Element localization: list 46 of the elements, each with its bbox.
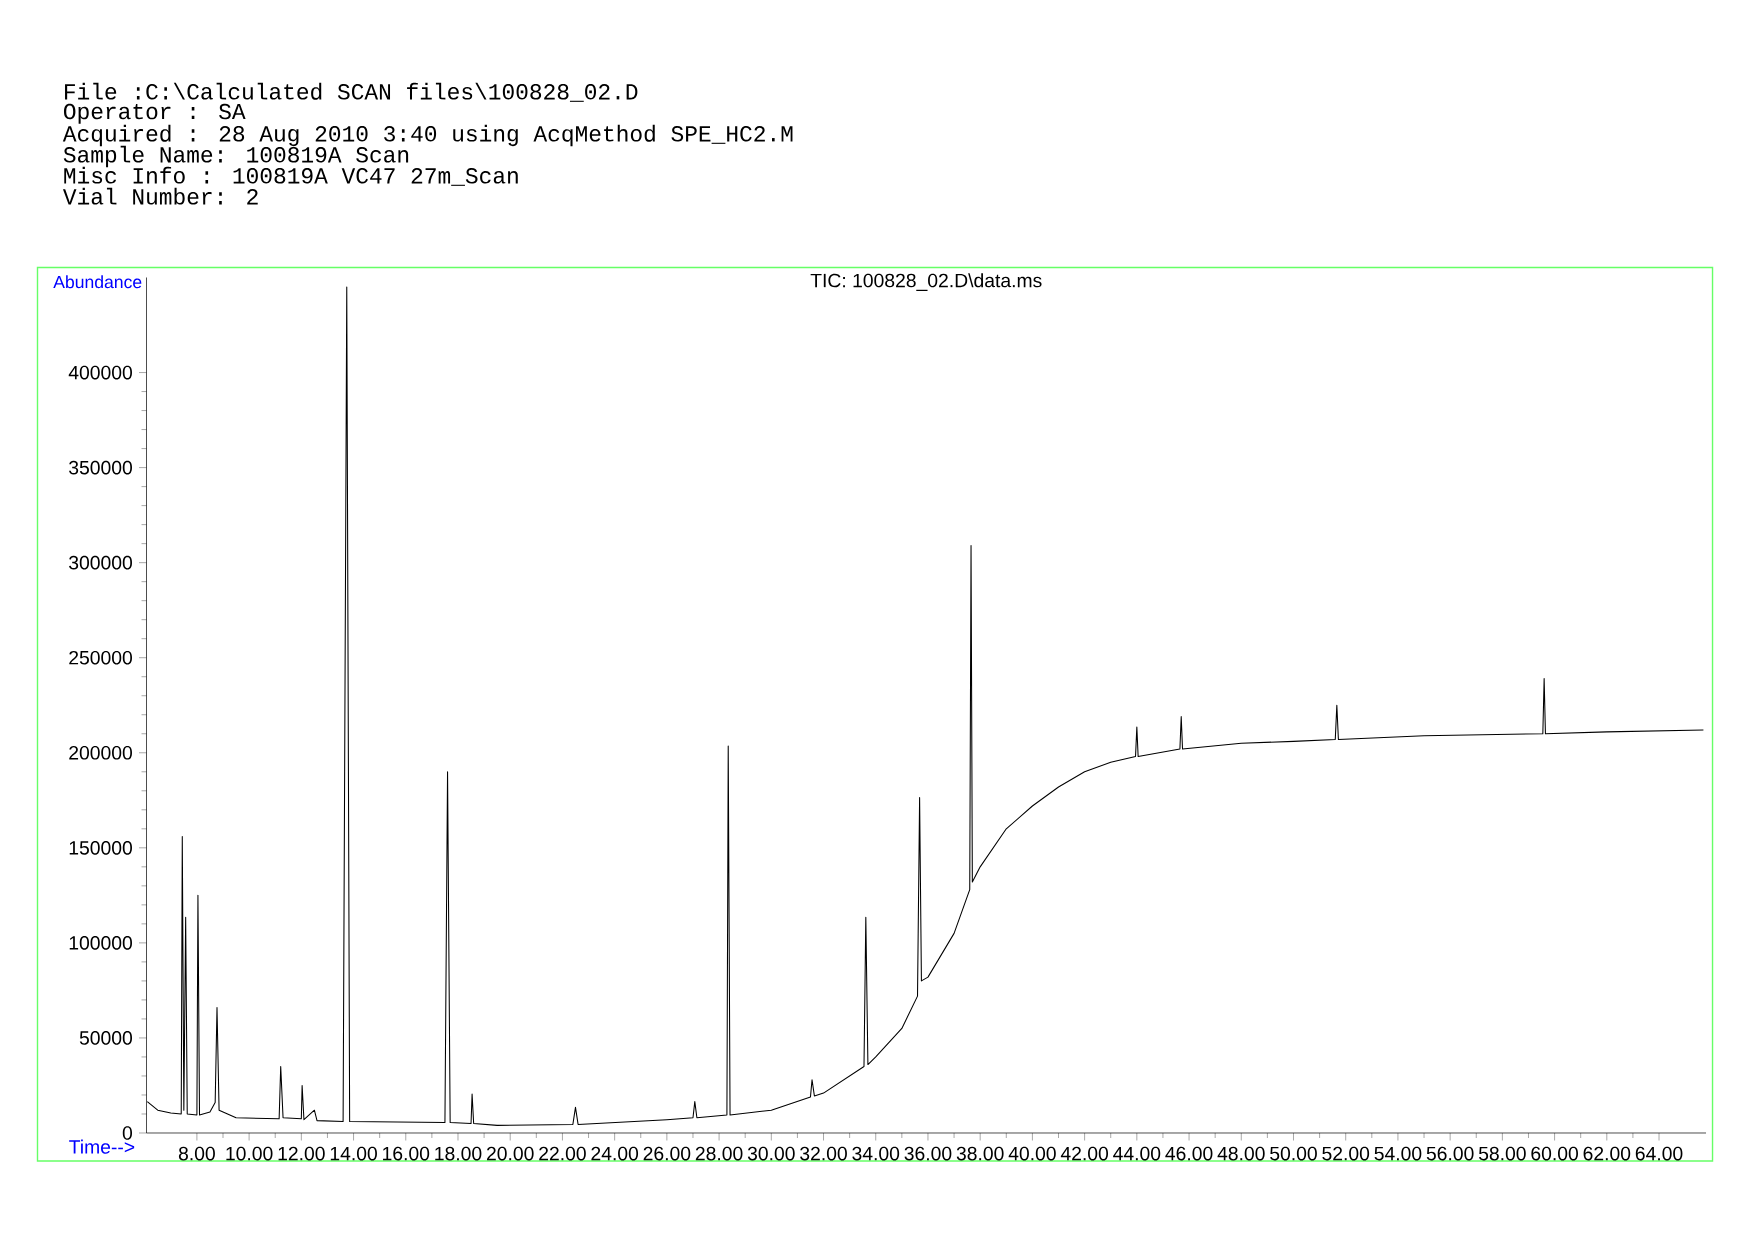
y-tick-label: 0: [122, 1126, 133, 1140]
x-tick-label: 38.00: [956, 1146, 1004, 1161]
text: File :C:\Calculated SCAN files\100828_02.D: [65, 82, 638, 102]
x-tick-label: 12.00: [278, 1146, 325, 1161]
x-tick-label: 36.00: [904, 1146, 952, 1161]
x-tick-label: 58.00: [1478, 1146, 1526, 1161]
x-tick-label: 24.00: [591, 1146, 639, 1161]
y-tick-label: 350000: [69, 460, 132, 475]
y-tick-label: 100000: [69, 936, 132, 950]
text: Acquired : 28 Aug 2010 3:40 using AcqMethod SPE_HC2.M: [62, 124, 793, 147]
x-tick-label: 16.00: [383, 1146, 430, 1161]
y-axis-title: Abundance: [53, 275, 142, 289]
chart-title: TIC: 100828_02.D\data.ms: [810, 273, 1042, 291]
x-tick-label: 28.00: [695, 1146, 743, 1161]
text: Operator : SA: [63, 103, 246, 124]
x-tick-label: 42.00: [1060, 1146, 1109, 1161]
x-tick-label: 8.00: [178, 1146, 215, 1161]
y-tick-label: 400000: [68, 365, 132, 380]
x-tick-label: 64.00: [1635, 1146, 1683, 1161]
x-tick-label: 50.00: [1270, 1146, 1317, 1161]
x-tick-label: 62.00: [1583, 1146, 1631, 1161]
x-tick-label: 60.00: [1531, 1146, 1578, 1161]
x-tick-label: 22.00: [539, 1146, 586, 1161]
x-tick-label: 30.00: [747, 1146, 795, 1161]
y-tick-label: 250000: [69, 650, 132, 665]
x-tick-label: 18.00: [435, 1146, 482, 1161]
y-tick-label: 150000: [69, 841, 132, 855]
x-tick-label: 46.00: [1165, 1146, 1213, 1161]
x-tick-label: 48.00: [1217, 1146, 1265, 1161]
x-tick-label: 32.00: [800, 1146, 847, 1161]
x-tick-label: 44.00: [1113, 1146, 1161, 1161]
x-tick-label: 26.00: [643, 1146, 691, 1161]
y-tick-label: 300000: [69, 555, 132, 570]
text: Misc Info : 100819A VC47 27m_Scan: [64, 166, 518, 186]
x-axis-title: Time-->: [69, 1139, 135, 1154]
x-tick-label: 34.00: [852, 1146, 900, 1161]
x-tick-label: 20.00: [486, 1146, 534, 1161]
y-tick-label: 200000: [69, 745, 132, 760]
x-tick-label: 52.00: [1322, 1146, 1370, 1161]
x-tick-label: 40.00: [1008, 1146, 1056, 1161]
x-tick-label: 56.00: [1426, 1146, 1474, 1161]
x-tick-label: 10.00: [226, 1146, 273, 1161]
text: Vial Number: 2: [62, 187, 258, 205]
x-tick-label: 14.00: [330, 1146, 377, 1161]
x-tick-label: 54.00: [1374, 1146, 1422, 1161]
y-tick-label: 50000: [79, 1031, 133, 1045]
